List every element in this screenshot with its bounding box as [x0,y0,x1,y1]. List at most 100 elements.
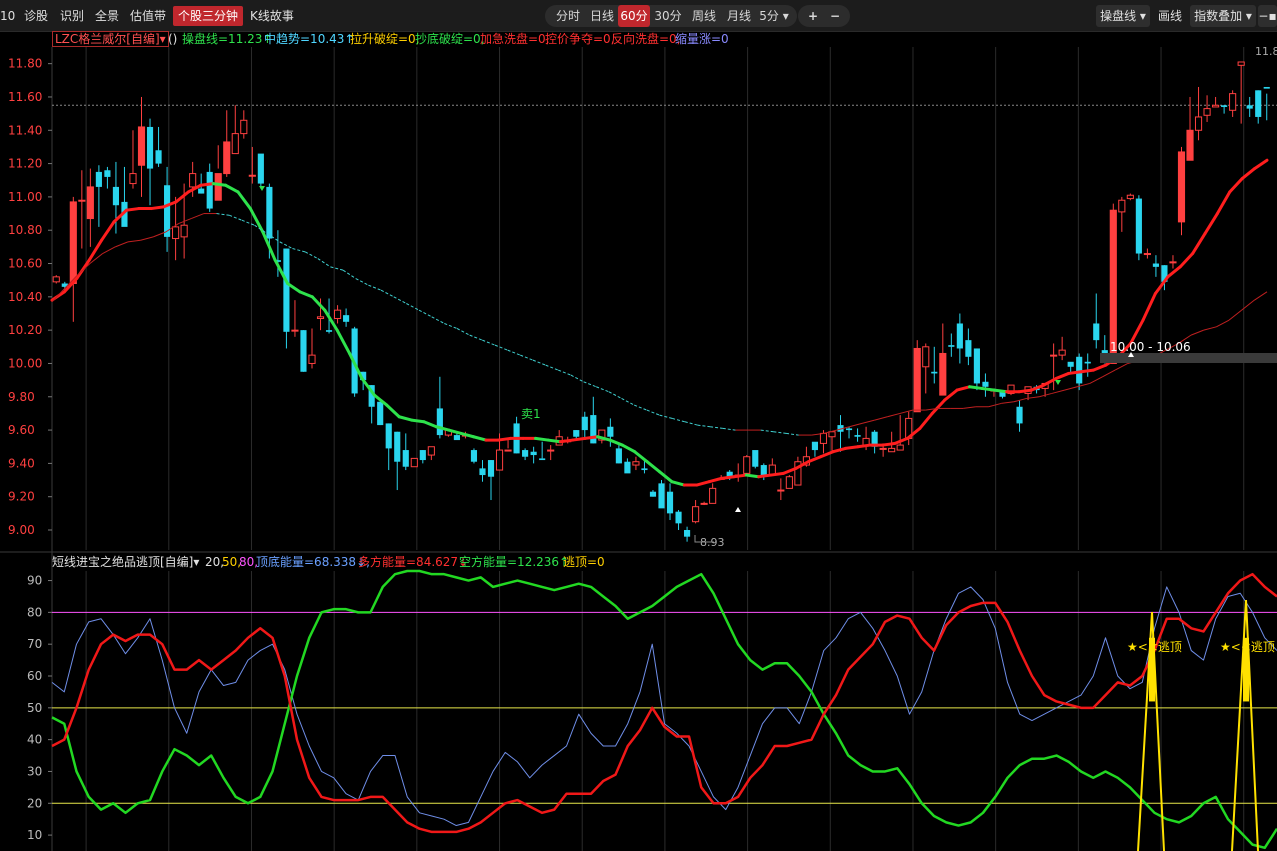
candle-down [760,465,767,476]
mid-trend-segment [558,369,572,376]
candle-down [573,430,580,437]
tab-panorama[interactable]: 全景 [95,9,120,23]
period-weekly[interactable]: 周线 [691,9,716,23]
ind1-item-shrink-rise: 缩量涨=0 [675,32,729,46]
tab-stock-three-minutes[interactable]: 个股三分钟 [173,6,244,26]
mid-trend-segment [583,381,597,388]
osc-tick-label: 70 [27,637,42,651]
escape-bar [1149,637,1155,702]
candle-down [726,471,733,477]
mid-trend-segment [760,429,774,433]
candle-up [504,449,512,452]
mid-trend-segment [254,224,268,234]
indicator2-selector[interactable]: 短线进宝之绝品逃顶[自编]▾ [52,555,200,569]
mid-trend-segment [368,284,382,291]
mid-trend-segment [355,278,369,286]
mid-trend-segment [418,309,432,318]
candle-down [854,435,861,437]
candle-down [1255,90,1262,117]
candle-down [479,468,486,476]
period-monthly[interactable]: 月线 [726,9,751,23]
mid-trend-segment [785,432,799,436]
operate-line-segment [124,207,141,212]
period-intraday[interactable]: 分时 [555,9,580,23]
tab-kline-story[interactable]: K线故事 [250,9,294,23]
candle-down [522,450,529,457]
index-overlay-dropdown[interactable]: 指数叠加 ▾ [1190,5,1256,27]
operate-line-segment [87,238,104,262]
candle-down [1093,323,1100,341]
operate-line-segment [1054,371,1071,380]
tab-diagnose[interactable]: 诊股 [24,9,49,23]
truncated-tab[interactable]: 10 [0,9,16,23]
operate-line-segment [310,295,327,312]
candle-up [427,446,435,456]
candle-up [172,226,180,240]
mid-trend-segment [634,404,648,411]
operate-line-segment [794,460,810,470]
candle-up [189,173,197,188]
price-tick-label: 11.60 [8,90,42,104]
mid-trend-segment [672,417,685,423]
mid-trend-segment [532,359,546,366]
mid-trend-segment [836,426,850,431]
operate-line-segment [1215,190,1232,216]
period-30min[interactable]: 30分 [654,9,682,23]
candle-up [828,431,836,438]
candle-up [1212,104,1220,108]
mid-trend-segment [393,296,407,304]
tab-valuation-band[interactable]: 估值带 [130,9,167,23]
candle-up [334,309,342,319]
operate-line-segment [236,190,252,211]
candle-up [1050,354,1058,357]
candle-up [1237,61,1245,66]
operate-line-segment [323,308,339,332]
panel-toggle-button[interactable]: −▪ [1258,5,1277,27]
candle-down [453,435,460,441]
indicator1-selector[interactable]: LZC格兰威尔[自编]▾ [52,31,169,47]
tab-identify[interactable]: 识别 [60,9,85,23]
operate-line-segment [162,200,178,209]
zoom-in-button[interactable]: + [807,9,819,23]
candle-up [240,119,248,135]
operate-line-segment [1017,388,1033,394]
mid-trend-segment [115,241,129,248]
operate-line-segment [1042,376,1058,387]
mid-trend-segment [1228,309,1242,321]
period-60min[interactable]: 60分 [618,5,650,27]
down-arrow-icon [1055,380,1061,385]
period-5min-dropdown[interactable]: 5分 ▾ [759,9,789,23]
operate-line-dropdown[interactable]: 操盘线 ▾ [1096,5,1150,27]
operate-line-segment [1091,363,1108,372]
operate-line-segment [719,475,736,480]
operate-line-segment [224,183,240,194]
period-daily[interactable]: 日线 [589,9,614,23]
price-tick-label: 9.20 [8,490,35,504]
candle-up [291,329,299,332]
operate-line-segment [459,431,476,439]
mid-trend-segment [330,266,344,271]
candle-down [666,491,674,514]
mid-trend-segment [102,246,116,254]
candle-down [539,458,546,461]
candle-down [283,248,290,332]
candle-up [248,174,256,177]
candle-up [1126,194,1134,200]
candle-up [692,506,700,523]
operate-line-segment [1228,177,1244,194]
candle-down [385,423,392,449]
zoom-out-button[interactable]: − [829,9,841,23]
candle-up [1177,151,1186,223]
operate-line-segment [633,450,649,464]
candle-up [922,346,930,368]
mid-trend-segment [266,233,281,243]
operate-line-segment [769,471,785,477]
draw-line-button[interactable]: 画线 [1157,9,1182,23]
operate-line-segment [670,480,686,487]
candle-up [410,457,418,468]
ind1-item-pull-flaw: 拉升破绽=0, [350,32,420,46]
ind1-item-urgent-wash: 加急洗盘=0, [480,32,550,46]
range-label: 10.00 - 10.06 [1110,340,1191,354]
indicator-legend-main: LZC格兰威尔[自编]▾ () 操盘线=11.23↑ 中趋势=10.43↑ 拉升… [0,31,1277,47]
